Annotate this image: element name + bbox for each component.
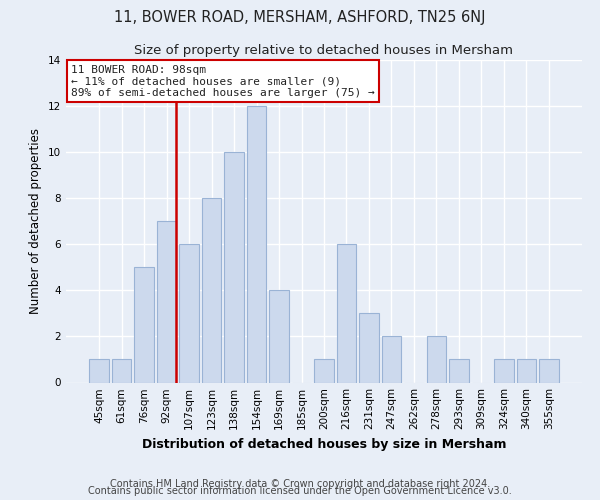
Bar xyxy=(314,360,334,382)
X-axis label: Distribution of detached houses by size in Mersham: Distribution of detached houses by size … xyxy=(142,438,506,451)
Bar xyxy=(517,360,536,382)
Bar xyxy=(202,198,221,382)
Bar xyxy=(359,314,379,382)
Text: 11, BOWER ROAD, MERSHAM, ASHFORD, TN25 6NJ: 11, BOWER ROAD, MERSHAM, ASHFORD, TN25 6… xyxy=(114,10,486,25)
Text: Contains public sector information licensed under the Open Government Licence v3: Contains public sector information licen… xyxy=(88,486,512,496)
Bar xyxy=(337,244,356,382)
Bar xyxy=(247,106,266,382)
Bar xyxy=(382,336,401,382)
Bar xyxy=(494,360,514,382)
Bar xyxy=(224,152,244,382)
Bar xyxy=(449,360,469,382)
Bar xyxy=(157,221,176,382)
Bar xyxy=(539,360,559,382)
Text: Contains HM Land Registry data © Crown copyright and database right 2024.: Contains HM Land Registry data © Crown c… xyxy=(110,479,490,489)
Text: 11 BOWER ROAD: 98sqm
← 11% of detached houses are smaller (9)
89% of semi-detach: 11 BOWER ROAD: 98sqm ← 11% of detached h… xyxy=(71,65,375,98)
Bar xyxy=(134,268,154,382)
Bar xyxy=(112,360,131,382)
Y-axis label: Number of detached properties: Number of detached properties xyxy=(29,128,43,314)
Bar xyxy=(179,244,199,382)
Bar xyxy=(427,336,446,382)
Bar xyxy=(269,290,289,382)
Title: Size of property relative to detached houses in Mersham: Size of property relative to detached ho… xyxy=(134,44,514,58)
Bar xyxy=(89,360,109,382)
